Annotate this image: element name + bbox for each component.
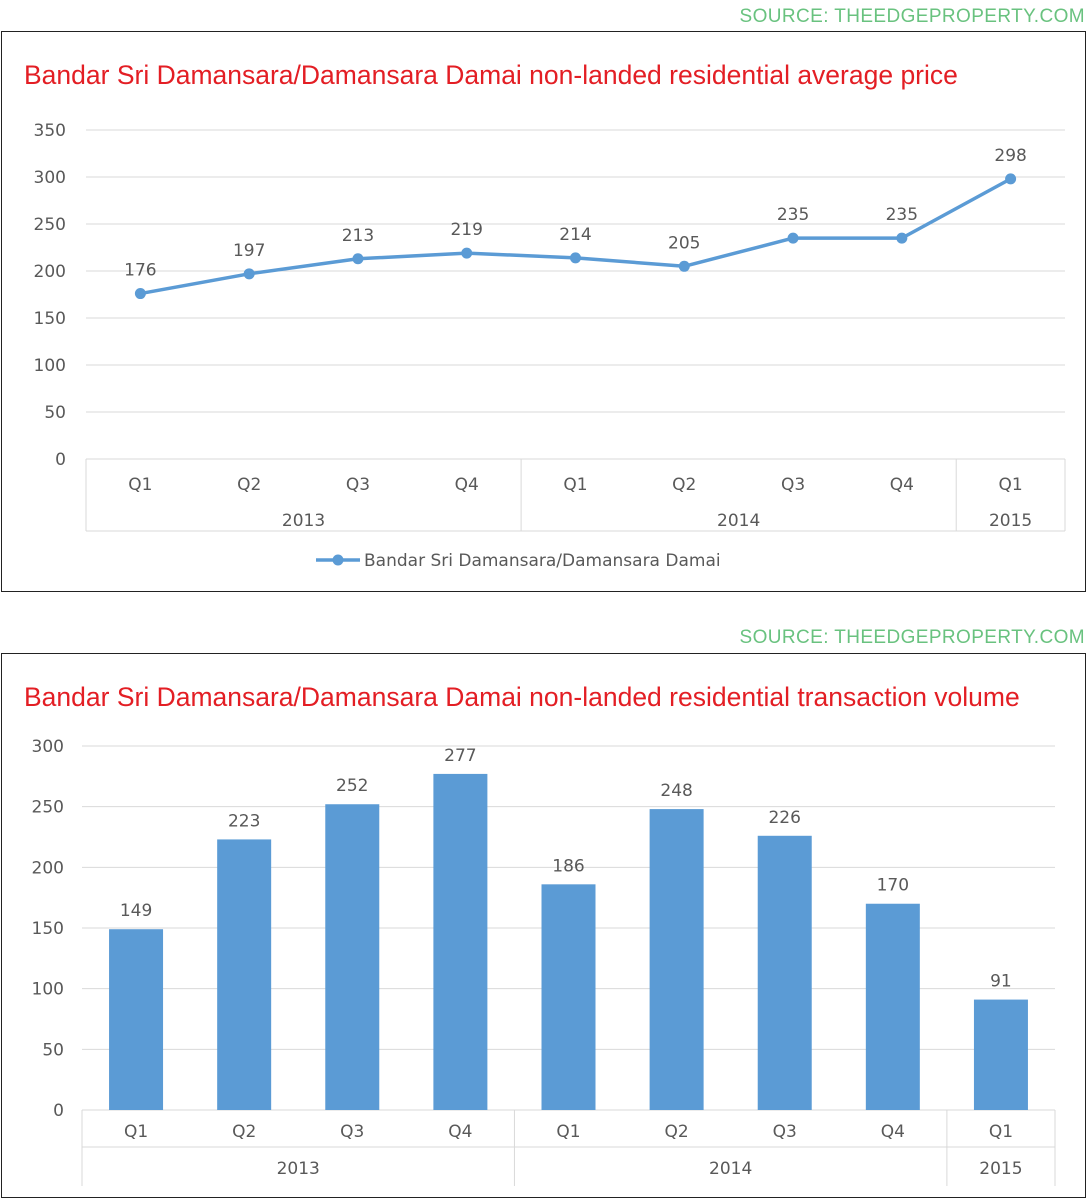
data-label: 298 bbox=[994, 146, 1026, 166]
data-point bbox=[243, 268, 255, 280]
source-credit: SOURCE: THEEDGEPROPERTY.COM bbox=[739, 627, 1085, 648]
bar bbox=[865, 903, 920, 1110]
bar bbox=[649, 809, 704, 1110]
data-label: 186 bbox=[552, 856, 584, 876]
y-tick-label: 250 bbox=[34, 215, 66, 235]
legend-marker bbox=[332, 554, 344, 566]
x-group-label: 2014 bbox=[717, 511, 760, 531]
data-point bbox=[461, 247, 473, 259]
x-tick-label: Q1 bbox=[999, 475, 1023, 495]
y-tick-label: 300 bbox=[32, 737, 64, 757]
x-tick-label: Q1 bbox=[556, 1122, 580, 1142]
y-tick-label: 300 bbox=[34, 168, 66, 188]
y-tick-label: 350 bbox=[34, 121, 66, 141]
y-tick-label: 150 bbox=[32, 919, 64, 939]
data-label: 176 bbox=[124, 261, 156, 281]
source-credit: SOURCE: THEEDGEPROPERTY.COM bbox=[739, 6, 1085, 27]
y-tick-label: 150 bbox=[34, 309, 66, 329]
x-tick-label: Q2 bbox=[665, 1122, 689, 1142]
data-label: 277 bbox=[444, 746, 476, 766]
x-tick-label: Q3 bbox=[781, 475, 805, 495]
bar bbox=[973, 999, 1028, 1110]
data-label: 248 bbox=[660, 781, 692, 801]
x-tick-label: Q4 bbox=[881, 1122, 905, 1142]
y-tick-label: 200 bbox=[32, 858, 64, 878]
x-tick-label: Q3 bbox=[340, 1122, 364, 1142]
y-tick-label: 0 bbox=[55, 450, 66, 470]
x-tick-label: Q1 bbox=[563, 475, 587, 495]
data-label: 226 bbox=[768, 808, 800, 828]
x-tick-label: Q2 bbox=[672, 475, 696, 495]
bar bbox=[217, 839, 272, 1110]
data-label: 91 bbox=[990, 972, 1012, 992]
x-tick-label: Q1 bbox=[124, 1122, 148, 1142]
x-tick-label: Q4 bbox=[448, 1122, 472, 1142]
x-group-label: 2015 bbox=[979, 1159, 1022, 1179]
x-group-label: 2013 bbox=[282, 511, 325, 531]
data-label: 213 bbox=[342, 226, 374, 246]
data-label: 252 bbox=[336, 776, 368, 796]
transaction-volume-chart-panel: Bandar Sri Damansara/Damansara Damai non… bbox=[1, 653, 1086, 1198]
y-tick-label: 100 bbox=[34, 356, 66, 376]
chart-title: Bandar Sri Damansara/Damansara Damai non… bbox=[24, 60, 958, 90]
x-tick-label: Q4 bbox=[890, 475, 914, 495]
x-group-label: 2014 bbox=[709, 1159, 752, 1179]
data-label: 149 bbox=[120, 901, 152, 921]
data-point bbox=[787, 232, 799, 244]
x-group-label: 2013 bbox=[277, 1159, 320, 1179]
data-point bbox=[1005, 173, 1017, 185]
bar bbox=[325, 804, 380, 1110]
data-label: 235 bbox=[886, 205, 918, 225]
x-tick-label: Q2 bbox=[232, 1122, 256, 1142]
x-group-label: 2015 bbox=[989, 511, 1032, 531]
bar bbox=[757, 835, 812, 1110]
transaction-volume-bar-chart: 0 50 100 150 200 250 300 Q1 Q2 Q3 Q4 Q1 Q2 Q3 Q4 Q1 2013… bbox=[32, 737, 1056, 1186]
y-tick-label: 50 bbox=[42, 1040, 64, 1060]
chart-title: Bandar Sri Damansara/Damansara Damai non… bbox=[24, 682, 1020, 712]
x-tick-label: Q2 bbox=[237, 475, 261, 495]
x-tick-label: Q4 bbox=[455, 475, 479, 495]
data-point bbox=[896, 232, 908, 244]
bar bbox=[541, 884, 596, 1110]
y-tick-label: 100 bbox=[32, 980, 64, 1000]
data-label: 214 bbox=[559, 225, 591, 245]
data-point bbox=[570, 252, 581, 264]
x-tick-label: Q1 bbox=[128, 475, 152, 495]
y-tick-label: 50 bbox=[44, 403, 66, 423]
bar bbox=[433, 773, 488, 1110]
data-label: 197 bbox=[233, 241, 265, 261]
data-point bbox=[352, 253, 364, 265]
data-label: 219 bbox=[450, 220, 482, 240]
y-tick-label: 0 bbox=[53, 1101, 64, 1121]
x-tick-label: Q3 bbox=[773, 1122, 797, 1142]
bar bbox=[109, 929, 164, 1110]
data-point bbox=[678, 260, 690, 272]
x-tick-label: Q1 bbox=[989, 1122, 1013, 1142]
data-label: 170 bbox=[877, 876, 909, 896]
y-tick-label: 250 bbox=[32, 798, 64, 818]
legend-label: Bandar Sri Damansara/Damansara Damai bbox=[364, 551, 721, 571]
data-label: 235 bbox=[777, 205, 809, 225]
x-tick-label: Q3 bbox=[346, 475, 370, 495]
data-point bbox=[134, 288, 146, 300]
average-price-chart-panel: Bandar Sri Damansara/Damansara Damai non… bbox=[1, 31, 1086, 592]
data-label: 223 bbox=[228, 811, 260, 831]
average-price-line-chart: 0 50 100 150 200 250 300 350 Q1 Q2 Q3 Q4 Q1 Q2 Q3 Q4 Q1 2… bbox=[34, 121, 1066, 571]
data-label: 205 bbox=[668, 233, 700, 253]
y-tick-label: 200 bbox=[34, 262, 66, 282]
